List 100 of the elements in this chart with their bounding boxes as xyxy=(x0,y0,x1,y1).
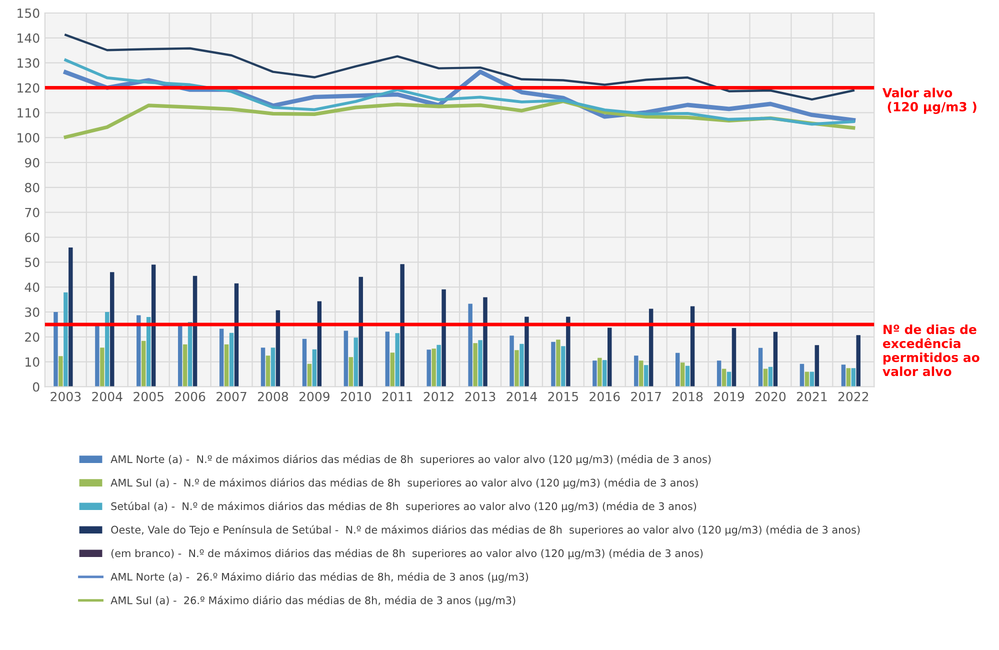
x-tick-label: 2018 xyxy=(672,392,703,402)
y-tick-label: 40 xyxy=(24,282,40,292)
x-tick-label: 2013 xyxy=(465,392,496,402)
x-tick-label: 2005 xyxy=(134,392,164,402)
bar xyxy=(270,348,276,387)
bar xyxy=(344,330,348,387)
x-tick-label: 2010 xyxy=(340,392,371,402)
bar xyxy=(598,358,602,387)
bar xyxy=(592,360,597,387)
bar xyxy=(468,304,472,387)
line-series xyxy=(64,34,855,101)
bar xyxy=(105,312,110,387)
bar xyxy=(514,350,519,387)
bar xyxy=(348,357,354,387)
bar xyxy=(68,247,73,387)
bar xyxy=(634,356,638,387)
bar xyxy=(100,348,104,387)
y-tick-label: 20 xyxy=(25,332,40,342)
legend-label: AML Norte (a) - 26.º Máximo diário das médias de 8h, média de 3 anos (µg/m3) xyxy=(110,572,528,583)
bar xyxy=(110,272,114,387)
bar xyxy=(483,297,488,387)
ref-line-label: Nº de dias de excedência permitidos ao valor alvo xyxy=(882,324,980,376)
x-tick-label: 2003 xyxy=(50,392,81,402)
x-tick-label: 2012 xyxy=(424,392,454,402)
y-tick-label: 30 xyxy=(25,307,40,317)
bar xyxy=(763,368,768,387)
x-tick-label: 2006 xyxy=(175,392,206,402)
bar xyxy=(234,283,239,387)
x-tick-label: 2016 xyxy=(590,392,620,402)
legend-label: AML Sul (a) - 26.º Máximo diário das médias de 8h, média de 3 anos (µg/m3) xyxy=(110,596,516,606)
bar xyxy=(520,344,524,387)
y-tick-label: 110 xyxy=(18,108,40,118)
bar xyxy=(151,264,156,387)
bar xyxy=(54,312,58,387)
bar xyxy=(219,328,224,387)
bar xyxy=(608,328,612,387)
bar xyxy=(732,328,736,387)
x-tick-label: 2009 xyxy=(299,392,330,402)
y-tick-label: 140 xyxy=(18,33,40,43)
bar xyxy=(846,368,851,387)
bar xyxy=(478,340,482,387)
ref-line-label: Valor alvo (120 µg/m3 ) xyxy=(882,88,976,114)
bar xyxy=(442,289,446,387)
x-tick-label: 2011 xyxy=(382,392,412,402)
bar xyxy=(768,366,773,387)
bar xyxy=(680,362,685,387)
line-series xyxy=(64,58,855,126)
x-tick-label: 2007 xyxy=(216,392,246,402)
x-tick-label: 2021 xyxy=(796,392,827,402)
bar xyxy=(644,365,648,387)
bar xyxy=(510,336,514,387)
bar xyxy=(561,346,566,387)
bar xyxy=(602,360,607,387)
bar xyxy=(390,352,394,387)
legend-label: Oeste, Vale do Tejo e Península de Setúbal - N.º de máximos diários das médias de 8h superiores ao valor alvo (120 µg/m3) (média de 3 anos) xyxy=(111,525,860,536)
x-tick-label: 2017 xyxy=(631,392,661,402)
y-tick-label: 90 xyxy=(24,158,40,168)
bar xyxy=(178,324,182,387)
bar xyxy=(182,344,188,387)
y-tick-label: 10 xyxy=(26,357,40,367)
bar xyxy=(675,352,680,387)
bar xyxy=(639,360,644,387)
y-tick-label: 150 xyxy=(18,8,40,18)
x-tick-label: 2008 xyxy=(258,392,288,402)
x-tick-label: 2004 xyxy=(92,392,122,402)
legend-label: (em branco) - N.º de máximos diários das médias de 8h superiores ao valor alvo (120 µg/m3) (média de 3 anos) xyxy=(111,548,703,560)
bar xyxy=(142,340,146,387)
y-tick-label: 130 xyxy=(18,58,40,68)
bar xyxy=(722,368,726,387)
bar xyxy=(400,264,404,387)
bar xyxy=(229,332,234,387)
y-tick-label: 0 xyxy=(32,382,40,392)
bar xyxy=(136,315,141,387)
bar xyxy=(224,344,229,387)
bar xyxy=(556,340,560,387)
bar xyxy=(312,349,317,387)
bar xyxy=(385,332,390,387)
legend-label: Setúbal (a) - N.º de máximos diários das médias de 8h superiores ao valor alvo (120 µg/m3) (média de 3 anos) xyxy=(111,502,696,512)
x-tick-label: 2015 xyxy=(548,392,578,402)
bar xyxy=(758,348,763,387)
bar xyxy=(856,335,860,387)
y-tick-label: 120 xyxy=(18,83,40,93)
bar xyxy=(358,276,363,387)
bar xyxy=(64,292,68,387)
bar xyxy=(58,356,63,387)
bar xyxy=(432,348,436,387)
legend-label: AML Norte (a) - N.º de máximos diários das médias de 8h superiores ao valor alvo (120 µg/m3) (média de 3 anos) xyxy=(110,454,711,466)
bar xyxy=(260,348,266,387)
bar xyxy=(473,343,478,387)
bar xyxy=(524,316,529,387)
bar xyxy=(302,338,307,387)
bar xyxy=(95,324,100,387)
bar xyxy=(716,360,722,387)
x-tick-label: 2020 xyxy=(755,392,786,402)
bar xyxy=(426,350,431,387)
x-tick-label: 2014 xyxy=(506,392,537,402)
bar xyxy=(395,333,400,387)
bar xyxy=(800,364,804,387)
y-tick-label: 70 xyxy=(25,208,40,218)
bar xyxy=(685,366,690,387)
